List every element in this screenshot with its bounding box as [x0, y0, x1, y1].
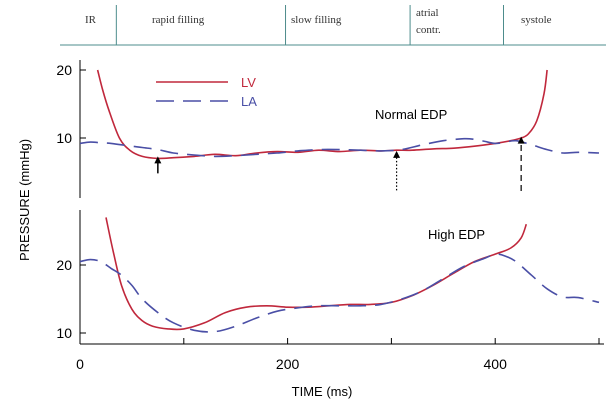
y-tick-label-20-top: 20: [56, 62, 72, 78]
phase-header: IR rapid filling slow filling atrial con…: [60, 5, 606, 46]
y-tick-label-10-top: 10: [56, 130, 72, 146]
legend: LV LA: [156, 75, 257, 109]
series-la-top: [79, 137, 600, 158]
x-axis-label: TIME (ms): [292, 384, 353, 399]
phase-label-ir: IR: [85, 14, 97, 26]
series-layer: [79, 69, 600, 333]
y-axis-bottom: 10 20: [56, 210, 86, 344]
x-tick-label-0: 0: [76, 356, 84, 372]
legend-label-la: LA: [241, 94, 257, 109]
legend-label-lv: LV: [241, 75, 256, 90]
annotation-layer: [154, 136, 525, 192]
annotation-arrowhead-dashed: [517, 136, 525, 144]
phase-label-atrial-line2: contr.: [416, 24, 441, 36]
phase-label-rapid-filling: rapid filling: [152, 14, 205, 26]
panel-title-high-edp: High EDP: [428, 227, 485, 242]
phase-label-systole: systole: [521, 14, 552, 26]
series-lv-top: [96, 69, 548, 160]
phase-label-slow-filling: slow filling: [291, 14, 342, 26]
x-tick-label-400: 400: [484, 356, 508, 372]
y-axis-top: 10 20: [56, 60, 86, 198]
y-axis-label: PRESSURE (mmHg): [17, 139, 32, 261]
phase-label-atrial-line1: atrial: [416, 7, 439, 19]
x-axis: 0 200 400: [76, 338, 604, 372]
y-tick-label-10-bottom: 10: [56, 325, 72, 341]
panel-title-normal-edp: Normal EDP: [375, 107, 447, 122]
y-tick-label-20-bottom: 20: [56, 257, 72, 273]
annotation-arrowhead-dotted: [393, 150, 401, 158]
annotation-arrowhead-solid: [154, 156, 162, 164]
phase-label-atrial-contr: atrial contr.: [416, 7, 441, 36]
x-tick-label-200: 200: [276, 356, 300, 372]
series-la-bottom: [79, 253, 600, 333]
